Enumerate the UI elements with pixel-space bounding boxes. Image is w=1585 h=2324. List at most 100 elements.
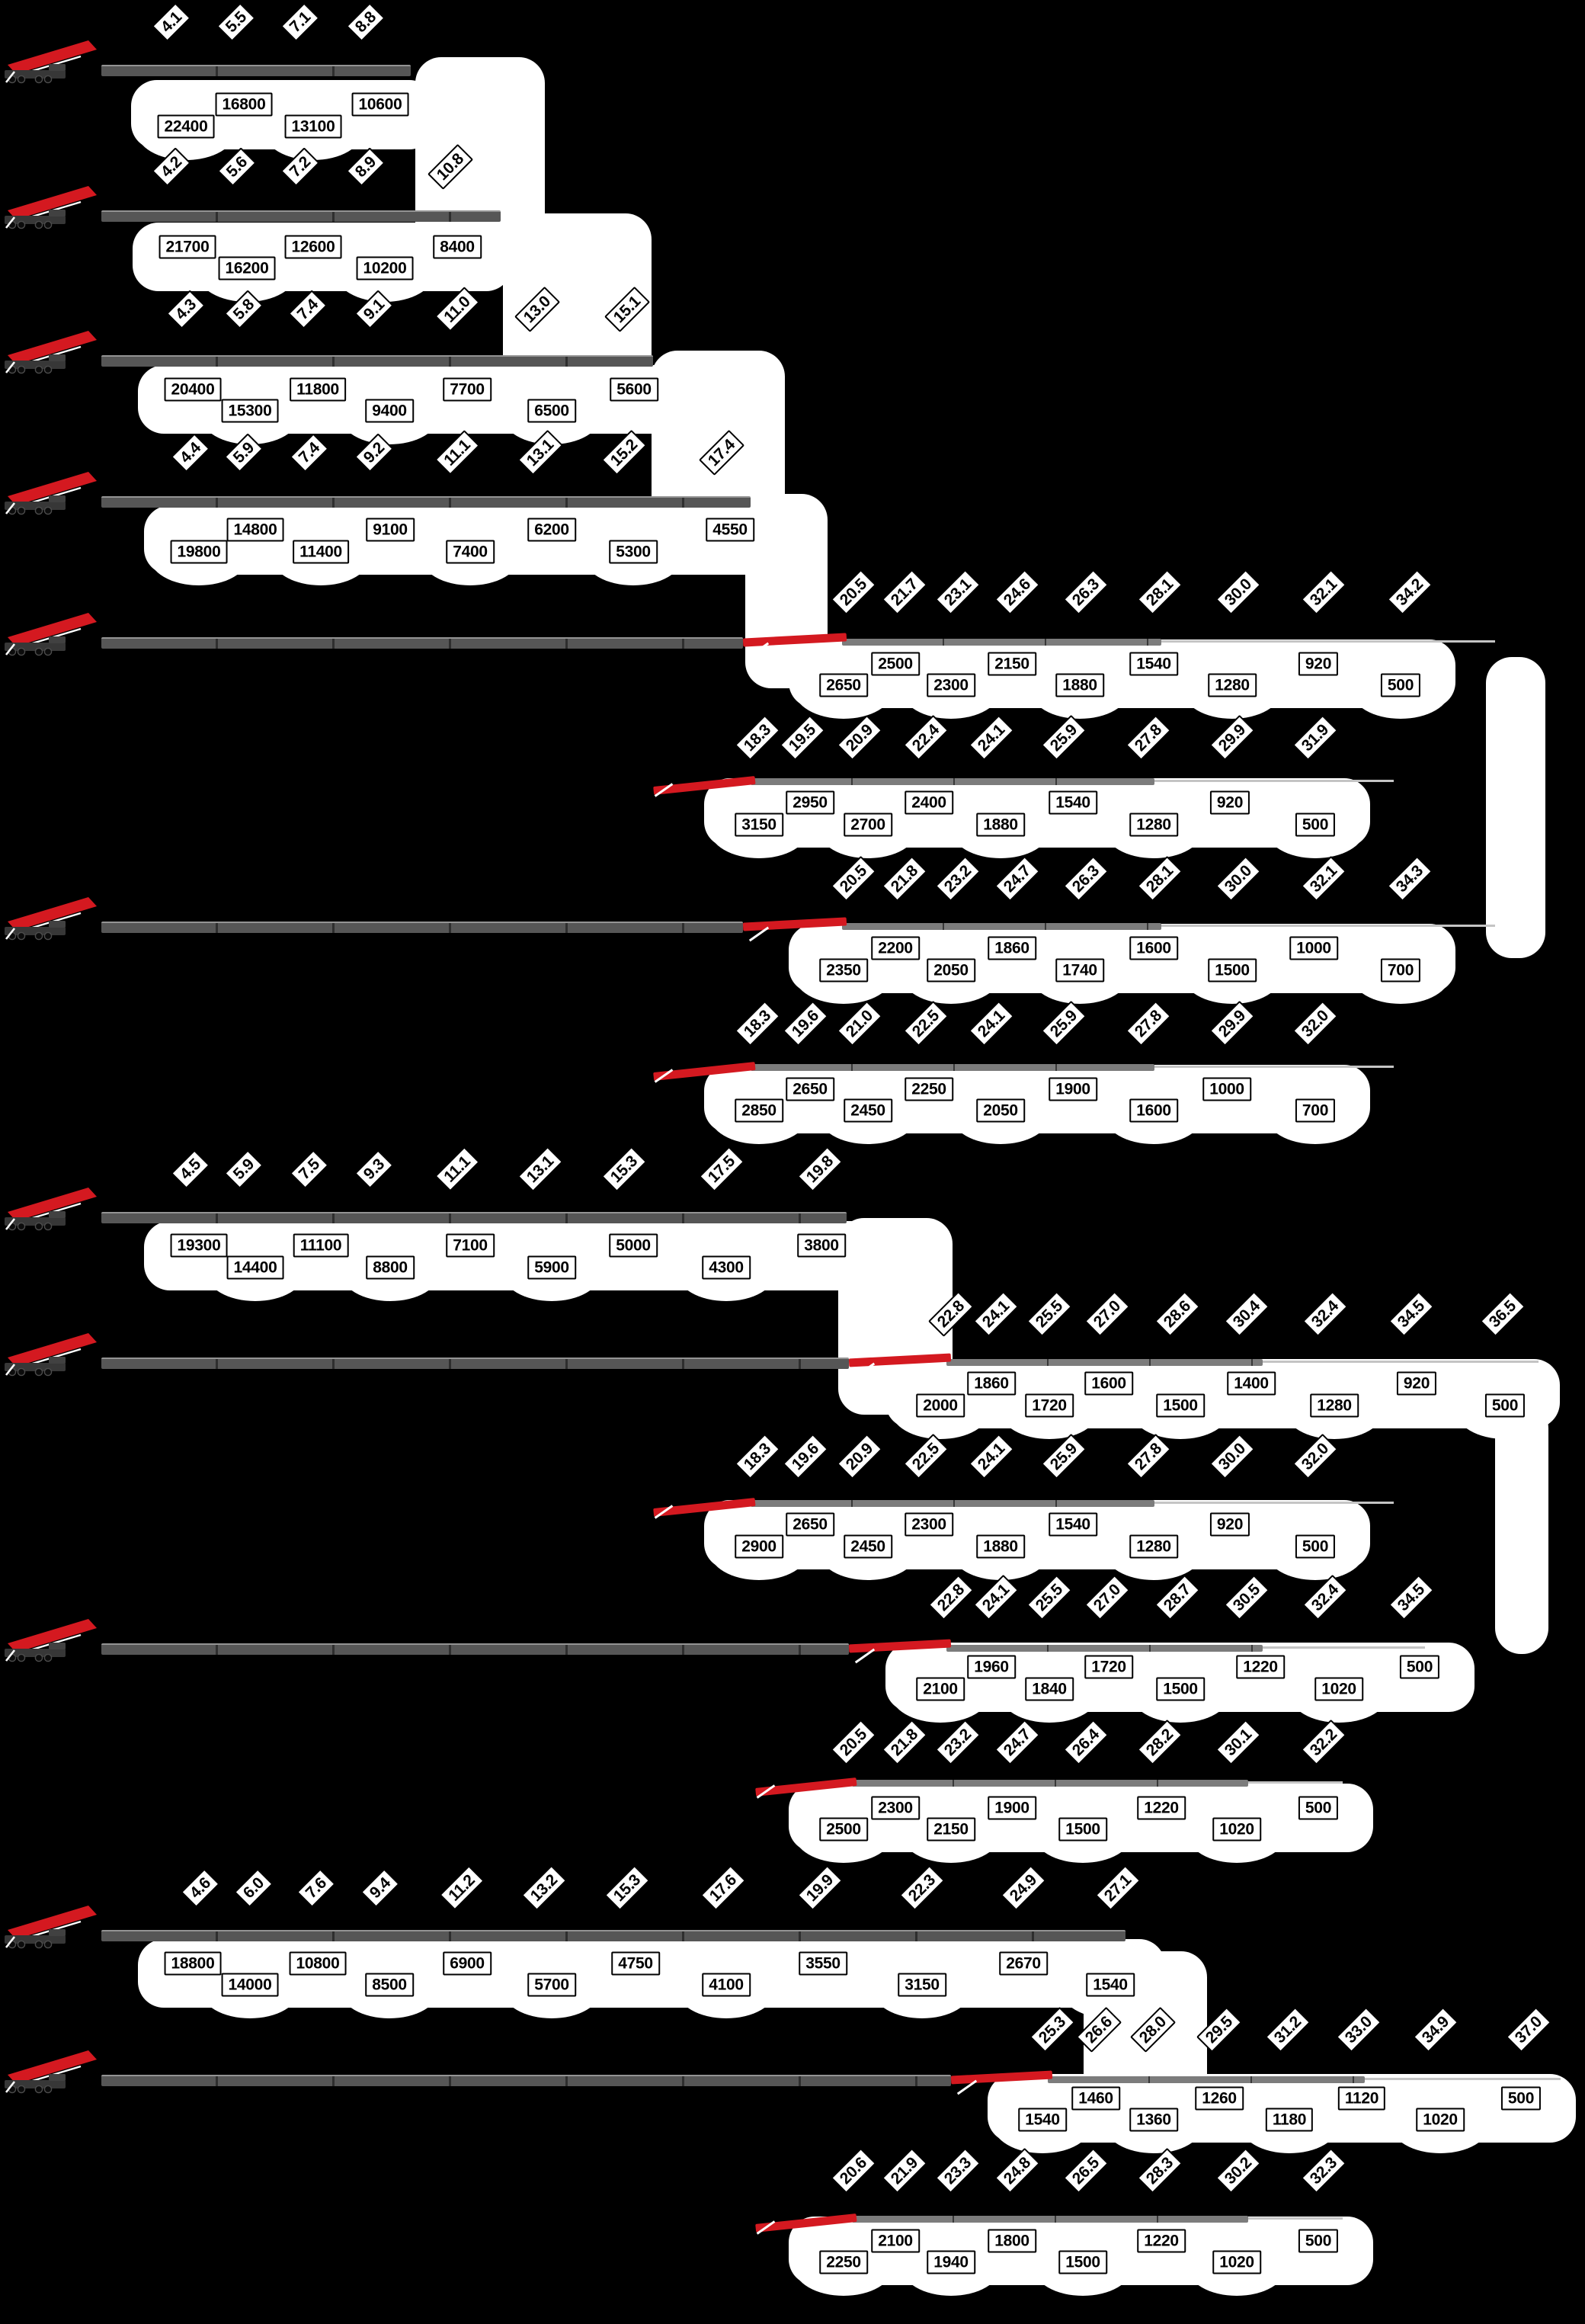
capacity-value: 2300: [927, 673, 975, 697]
jib-extension-line: [1154, 780, 1394, 782]
capacity-value: 2200: [871, 936, 920, 960]
capacity-value: 1500: [1058, 1817, 1107, 1842]
jib-extension-line: [1263, 1361, 1539, 1363]
capacity-value: 1600: [1129, 1098, 1178, 1123]
radius-label: 7.5: [290, 1149, 329, 1189]
capacity-value: 2700: [844, 813, 892, 837]
telescopic-boom: [101, 1930, 1126, 1941]
capacity-value: 2670: [999, 1951, 1048, 1976]
radius-label: 21.0: [837, 1001, 882, 1047]
jib-section: [751, 1064, 1154, 1071]
radius-label: 27.8: [1126, 1001, 1171, 1047]
radius-label: 32.1: [1301, 856, 1346, 902]
telescopic-boom: [101, 65, 411, 76]
radius-label: 23.3: [935, 2148, 981, 2194]
crane-icon: [5, 1329, 102, 1377]
capacity-value: 1220: [1137, 2229, 1186, 2253]
capacity-value: 920: [1396, 1371, 1437, 1396]
radius-label: 11.2: [439, 1865, 485, 1911]
capacity-value: 1720: [1084, 1655, 1133, 1679]
capacity-value: 2650: [819, 673, 868, 697]
cloud-connector: [1495, 1402, 1548, 1654]
capacity-value: 500: [1380, 673, 1421, 697]
radius-label: 4.5: [171, 1149, 210, 1189]
radius-label: 20.5: [831, 569, 876, 615]
capacity-value: 2050: [976, 1098, 1025, 1123]
telescopic-boom: [101, 210, 501, 222]
radius-label: 36.5: [1480, 1291, 1526, 1337]
capacity-value: 1880: [976, 1534, 1025, 1559]
radius-label: 19.9: [797, 1865, 843, 1911]
radius-label: 24.8: [994, 2148, 1040, 2194]
radius-label: 29.9: [1209, 1001, 1255, 1047]
jib-section: [842, 639, 1161, 646]
capacity-value: 1900: [988, 1796, 1036, 1820]
capacity-value: 1880: [1055, 673, 1104, 697]
radius-label: 7.4: [290, 433, 329, 473]
capacity-value: 5600: [610, 377, 658, 402]
radius-label: 31.2: [1265, 2007, 1311, 2053]
capacity-value: 1880: [976, 813, 1025, 837]
radius-label: 32.1: [1301, 569, 1346, 615]
capacity-value: 500: [1295, 813, 1336, 837]
capacity-value: 11800: [290, 377, 346, 402]
radius-label: 27.8: [1126, 715, 1171, 761]
capacity-value: 16800: [215, 92, 273, 117]
radius-label: 30.1: [1215, 1720, 1261, 1765]
radius-label: 25.5: [1026, 1575, 1072, 1620]
radius-label: 24.9: [1001, 1865, 1046, 1911]
telescopic-boom: [101, 355, 653, 367]
radius-label: 22.5: [903, 1434, 949, 1479]
capacity-value: 920: [1298, 652, 1339, 676]
radius-label: 21.8: [882, 1720, 927, 1765]
capacity-value: 1460: [1071, 2086, 1120, 2111]
capacity-value: 500: [1500, 2086, 1542, 2111]
radius-label: 32.0: [1292, 1434, 1338, 1479]
capacity-value: 9400: [365, 399, 414, 423]
capacity-value: 1280: [1129, 813, 1178, 837]
radius-label: 30.2: [1215, 2148, 1261, 2194]
radius-label: 32.4: [1302, 1575, 1348, 1620]
radius-label: 31.9: [1292, 715, 1338, 761]
telescopic-boom: [101, 1358, 849, 1369]
jib-extension-line: [1154, 1502, 1394, 1504]
capacity-value: 1180: [1265, 2108, 1314, 2132]
radius-label: 34.5: [1388, 1575, 1434, 1620]
radius-label: 30.0: [1215, 569, 1261, 615]
capacity-value: 1540: [1086, 1973, 1135, 1997]
jib-section: [852, 1780, 1248, 1787]
jib-section: [946, 1645, 1263, 1652]
capacity-value: 700: [1380, 958, 1421, 982]
capacity-value: 2950: [786, 790, 834, 815]
radius-label: 21.8: [882, 856, 927, 902]
radius-label: 19.6: [783, 1434, 828, 1479]
capacity-value: 4550: [706, 518, 754, 542]
capacity-value: 1540: [1049, 790, 1097, 815]
capacity-value: 8800: [366, 1255, 415, 1280]
radius-label: 13.2: [521, 1865, 567, 1911]
capacity-value: 14000: [221, 1973, 279, 1997]
capacity-value: 2650: [786, 1077, 834, 1101]
capacity-value: 6200: [527, 518, 576, 542]
capacity-value: 1000: [1289, 936, 1338, 960]
capacity-value: 2400: [905, 790, 953, 815]
capacity-value: 1280: [1208, 673, 1257, 697]
radius-label: 27.8: [1126, 1434, 1171, 1479]
capacity-value: 2450: [844, 1534, 892, 1559]
capacity-value: 2500: [819, 1817, 868, 1842]
capacity-value: 2150: [988, 652, 1036, 676]
capacity-value: 1260: [1195, 2086, 1244, 2111]
radius-label: 30.4: [1224, 1291, 1270, 1337]
radius-label: 30.5: [1224, 1575, 1270, 1620]
radius-label: 24.1: [973, 1291, 1019, 1337]
crane-icon: [5, 608, 102, 657]
jib-section: [751, 1500, 1154, 1507]
radius-label: 5.5: [216, 2, 256, 42]
capacity-value: 2250: [819, 2250, 868, 2274]
telescopic-boom: [101, 637, 743, 649]
capacity-value: 1960: [967, 1655, 1016, 1679]
capacity-value: 920: [1209, 1512, 1250, 1537]
capacity-value: 1600: [1084, 1371, 1133, 1396]
capacity-value: 10200: [356, 256, 414, 280]
capacity-value: 1940: [927, 2250, 975, 2274]
